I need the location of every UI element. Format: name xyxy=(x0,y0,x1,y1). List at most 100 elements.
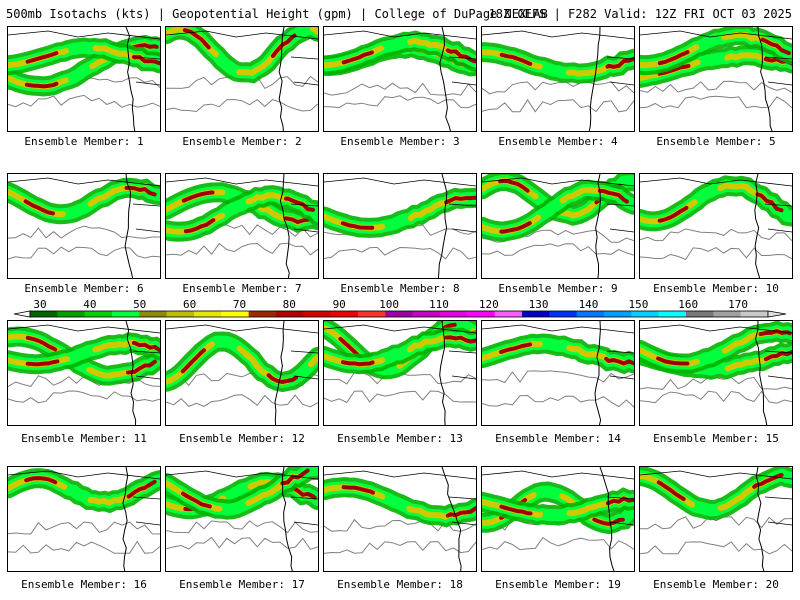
member-label: Ensemble Member: 14 xyxy=(495,432,621,445)
colorbar-tick-label: 90 xyxy=(333,298,346,311)
colorbar-swatch xyxy=(139,311,167,317)
border-line xyxy=(482,177,634,187)
ensemble-panel xyxy=(481,320,635,426)
height-contour xyxy=(482,98,634,113)
member-label: Ensemble Member: 7 xyxy=(182,282,302,295)
jet-map xyxy=(482,174,634,278)
coastline xyxy=(754,174,761,278)
colorbar-swatch xyxy=(194,311,222,317)
ensemble-panel xyxy=(165,466,319,572)
jet-core xyxy=(8,185,160,217)
height-contour xyxy=(8,246,160,260)
jet-core xyxy=(8,340,160,367)
colorbar-swatch xyxy=(303,311,331,317)
colorbar-swatch xyxy=(330,311,359,317)
height-contour xyxy=(324,82,476,96)
ensemble-panel xyxy=(481,173,635,279)
height-contour xyxy=(324,390,476,404)
run-info: 18Z GEFS | F282 Valid: 12Z FRI OCT 03 20… xyxy=(488,7,792,21)
colorbar-swatch xyxy=(276,311,304,317)
jet-map xyxy=(640,27,792,131)
border-line xyxy=(640,30,792,40)
colorbar-swatch xyxy=(248,311,277,317)
ensemble-panel xyxy=(7,466,161,572)
coastline xyxy=(125,27,136,131)
colorbar-tick-label: 110 xyxy=(429,298,449,311)
coastline xyxy=(599,467,615,571)
colorbar-tick-label: 50 xyxy=(133,298,146,311)
colorbar-swatch xyxy=(686,311,714,317)
height-contour xyxy=(166,98,318,113)
jet-core xyxy=(8,334,160,378)
colorbar-swatch xyxy=(576,311,605,317)
border-line xyxy=(132,56,160,86)
coastline xyxy=(274,321,285,425)
colorbar-legend: 30 40 50 60 70 80 90 100 110 120 130 140 150 160 170 xyxy=(13,298,787,318)
colorbar-tick-label: 140 xyxy=(579,298,599,311)
ensemble-panel xyxy=(639,320,793,426)
ensemble-panel xyxy=(165,26,319,132)
jet-map xyxy=(8,27,160,131)
colorbar-swatch xyxy=(522,311,550,317)
border-line xyxy=(606,203,634,233)
ensemble-panel xyxy=(323,320,477,426)
jet-map xyxy=(482,27,634,131)
coastline xyxy=(588,27,601,131)
height-contour xyxy=(640,247,792,261)
colorbar-tick-label: 150 xyxy=(628,298,648,311)
height-contour xyxy=(482,81,634,95)
coastline xyxy=(124,174,134,278)
coastline xyxy=(757,27,773,131)
map-title: 500mb Isotachs (kts) | Geopotential Heig… xyxy=(6,7,548,21)
member-label: Ensemble Member: 16 xyxy=(21,578,147,591)
border-line xyxy=(132,203,160,233)
ensemble-panel xyxy=(165,320,319,426)
height-contour xyxy=(324,246,476,260)
header: 500mb Isotachs (kts) | Geopotential Heig… xyxy=(0,0,800,24)
colorbar-swatch xyxy=(740,311,769,317)
member-label: Ensemble Member: 4 xyxy=(498,135,618,148)
member-label: Ensemble Member: 20 xyxy=(653,578,779,591)
jet-map xyxy=(640,174,792,278)
border-line xyxy=(324,30,476,40)
jet-core xyxy=(640,53,792,80)
coastline xyxy=(594,321,602,425)
member-label: Ensemble Member: 12 xyxy=(179,432,305,445)
height-contour xyxy=(8,225,160,239)
ensemble-panel xyxy=(639,26,793,132)
colorbar-swatch xyxy=(221,311,249,317)
jet-map xyxy=(166,321,318,425)
border-line xyxy=(290,350,318,380)
jet-core xyxy=(640,328,792,366)
jet-map xyxy=(166,174,318,278)
height-contour xyxy=(640,516,792,530)
border-line xyxy=(166,30,318,40)
member-label: Ensemble Member: 17 xyxy=(179,578,305,591)
jet-core xyxy=(166,190,318,225)
jet-core xyxy=(324,195,476,230)
coastline xyxy=(437,174,448,278)
border-line xyxy=(8,470,160,480)
member-label: Ensemble Member: 3 xyxy=(340,135,460,148)
colorbar-tick-label: 160 xyxy=(678,298,698,311)
member-label: Ensemble Member: 9 xyxy=(498,282,618,295)
coastline xyxy=(595,174,601,278)
colorbar-tick-label: 120 xyxy=(479,298,499,311)
member-label: Ensemble Member: 8 xyxy=(340,282,460,295)
coastline xyxy=(439,27,451,131)
height-contour xyxy=(324,518,476,532)
member-label: Ensemble Member: 19 xyxy=(495,578,621,591)
ensemble-panel xyxy=(639,466,793,572)
height-contour xyxy=(8,521,160,535)
colorbar-swatch xyxy=(84,311,113,317)
border-line xyxy=(640,324,792,334)
border-line xyxy=(482,30,634,40)
jet-core xyxy=(166,339,318,384)
border-line xyxy=(640,470,792,480)
coastline xyxy=(125,321,137,425)
member-label: Ensemble Member: 11 xyxy=(21,432,147,445)
ensemble-panel xyxy=(481,466,635,572)
colorbar-swatch xyxy=(604,311,632,317)
colorbar-tick-label: 80 xyxy=(283,298,296,311)
jet-map xyxy=(8,321,160,425)
